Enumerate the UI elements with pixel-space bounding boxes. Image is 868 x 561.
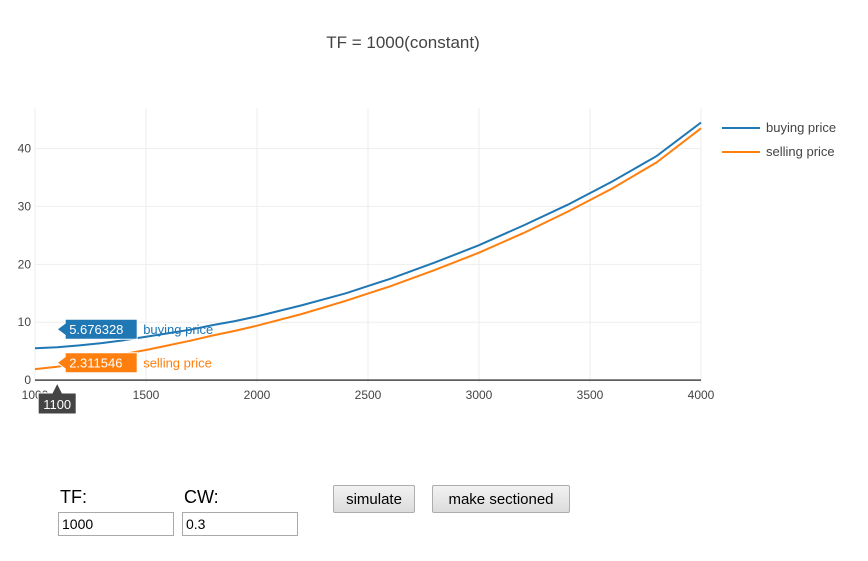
chart-title: TF = 1000(constant) bbox=[326, 33, 480, 52]
x-tick-label: 4000 bbox=[688, 388, 715, 402]
hover-box bbox=[56, 318, 138, 340]
cw-label: CW: bbox=[184, 487, 219, 507]
hover-series-name: buying price bbox=[143, 322, 213, 337]
legend-label: selling price bbox=[766, 144, 835, 159]
simulate-button[interactable]: simulate bbox=[333, 485, 415, 513]
y-tick-label: 0 bbox=[24, 373, 31, 387]
legend[interactable]: buying price selling price bbox=[722, 120, 836, 159]
hover-value: 5.676328 bbox=[69, 322, 123, 337]
y-tick-label: 30 bbox=[18, 199, 32, 213]
hover-series-name: selling price bbox=[143, 356, 212, 371]
x-tick-label: 1500 bbox=[133, 388, 160, 402]
grid bbox=[34, 108, 702, 383]
x-tick-label: 2500 bbox=[355, 388, 382, 402]
x-tick-label: 3500 bbox=[577, 388, 604, 402]
hover-x-box bbox=[37, 381, 77, 415]
make-sectioned-button[interactable]: make sectioned bbox=[432, 485, 570, 513]
tf-input[interactable] bbox=[58, 512, 174, 536]
hover-tooltips: 5.676328 buying price 2.311546 selling pric… bbox=[37, 318, 213, 415]
y-tick-label: 20 bbox=[18, 257, 32, 271]
y-tick-label: 10 bbox=[18, 315, 32, 329]
x-tick-label: 2000 bbox=[244, 388, 271, 402]
series-line-buying-price bbox=[34, 121, 702, 350]
price-chart: TF = 1000(constant) 1000 1500 2000 2500 3000… bbox=[18, 33, 836, 415]
hover-x-label: 1100 bbox=[43, 397, 71, 412]
cw-input[interactable] bbox=[182, 512, 298, 536]
hover-box bbox=[56, 352, 138, 374]
tf-label: TF: bbox=[60, 487, 87, 507]
hover-value: 2.311546 bbox=[69, 356, 122, 371]
y-tick-label: 40 bbox=[18, 142, 32, 156]
legend-label: buying price bbox=[766, 120, 836, 135]
x-tick-label: 3000 bbox=[466, 388, 493, 402]
